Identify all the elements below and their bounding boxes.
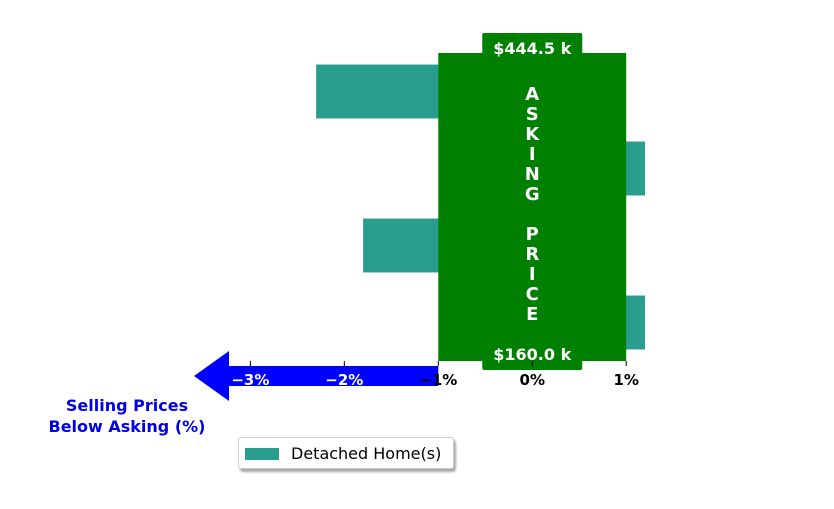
below-asking-arrow (194, 351, 439, 401)
legend-swatch-detached-homes (245, 448, 279, 460)
bottom-price-label: $160.0 k (493, 345, 571, 364)
below-asking-arrow-shape (194, 351, 439, 401)
x-tick-label-3: 0% (520, 371, 545, 389)
legend: Detached Home(s) (238, 437, 454, 469)
x-tick-label-0: −3% (231, 371, 269, 389)
x-tick-label-2: −1% (419, 371, 457, 389)
bottom-price-box (482, 341, 583, 370)
x-tick-label-1: −2% (325, 371, 363, 389)
x-tick-label-4: 1% (613, 371, 638, 389)
x-axis-label: Selling Prices Below Asking (%) (49, 396, 206, 436)
x-axis-ticks: −3% −2% −1% 0% 1% (231, 361, 639, 389)
legend-label-detached-homes: Detached Home(s) (291, 444, 442, 463)
x-axis-label-line-1: Selling Prices (66, 396, 188, 415)
top-price-label: $444.5 k (493, 39, 571, 58)
asking-band-rect (438, 53, 627, 361)
top-price-box (482, 33, 583, 63)
x-axis-label-line-2: Below Asking (%) (49, 417, 206, 436)
